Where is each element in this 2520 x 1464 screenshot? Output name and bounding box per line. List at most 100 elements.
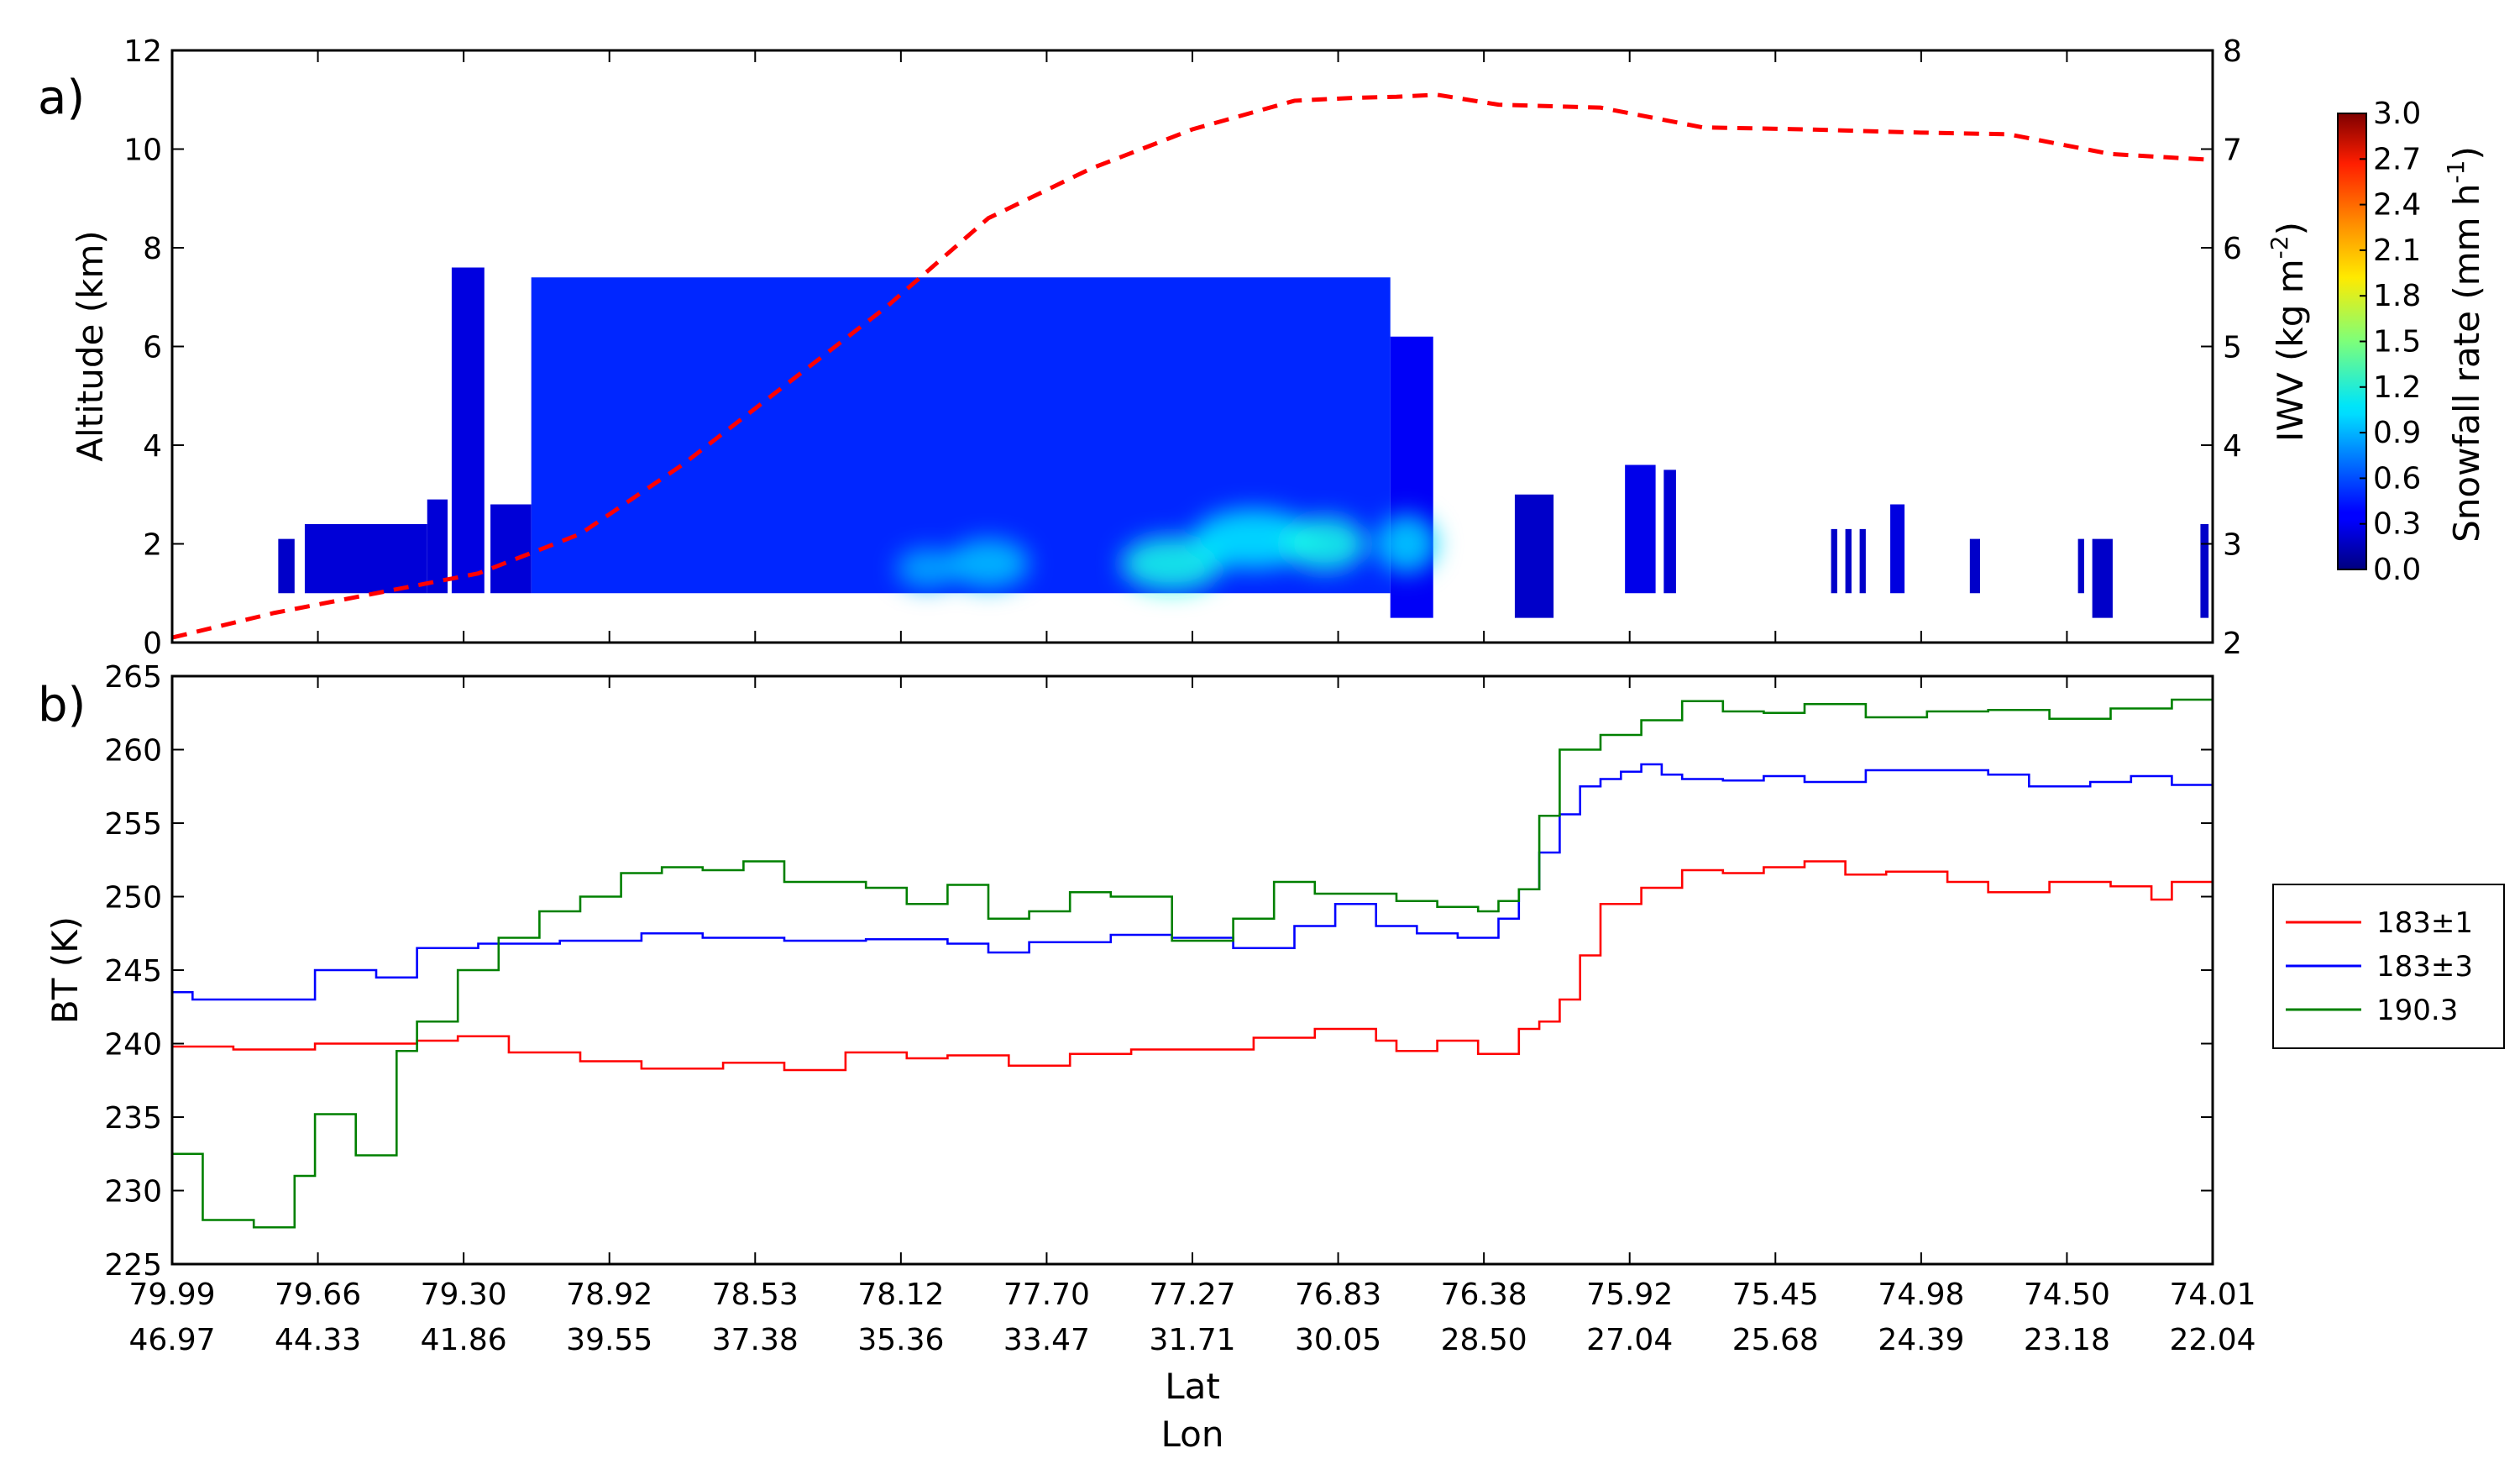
colorbar-tick-label: 2.1 (2373, 234, 2421, 268)
lat-tick-label: 79.99 (128, 1278, 215, 1312)
lon-tick-label: 37.38 (712, 1323, 799, 1357)
snow-cell-10 (1831, 528, 1837, 594)
panel-a-label: a) (38, 71, 85, 125)
snow-cell-9 (1663, 470, 1676, 594)
colorbar-tick-label: 1.5 (2373, 325, 2421, 359)
lon-tick-label: 24.39 (1878, 1323, 1964, 1357)
altitude-axis-label: Altitude (km) (70, 230, 111, 461)
altitude-tick-label: 10 (123, 134, 162, 168)
snow-hotspot-4 (1284, 517, 1366, 571)
lon-tick-label: 39.55 (566, 1323, 652, 1357)
snow-cell-13 (1890, 504, 1905, 594)
lat-tick-label: 77.27 (1149, 1278, 1235, 1312)
iwv-tick-label: 6 (2223, 232, 2242, 266)
lat-tick-label: 78.92 (566, 1278, 652, 1312)
lon-tick-label: 44.33 (275, 1323, 361, 1357)
altitude-tick-label: 4 (143, 429, 162, 464)
lon-tick-label: 41.86 (421, 1323, 507, 1357)
iwv-tick-label: 3 (2223, 528, 2242, 563)
bt-series-2 (172, 698, 2214, 1229)
lat-tick-label: 74.98 (1878, 1278, 1964, 1312)
lat-tick-label: 74.01 (2169, 1278, 2255, 1312)
lon-tick-label: 33.47 (1003, 1323, 1090, 1357)
colorbar-tick-label: 0.6 (2373, 461, 2421, 496)
snow-hotspot-0 (896, 548, 958, 589)
snow-cell-1 (304, 524, 427, 594)
bt-series-0 (172, 860, 2214, 1072)
panel-a: a) 0 2 4 6 8 10 12 2 3 4 5 6 7 8 Altitude (km) IWV (k… (38, 34, 2487, 661)
colorbar-label: Snowfall rate (mm h-1) (2442, 146, 2487, 543)
bt-tick-label: 235 (104, 1101, 162, 1136)
bt-tick-label: 260 (104, 734, 162, 769)
lon-tick-label: 25.68 (1732, 1323, 1819, 1357)
colorbar-tick-label: 1.8 (2373, 279, 2421, 313)
iwv-tick-label: 5 (2223, 331, 2242, 365)
snow-cell-2 (427, 499, 448, 594)
snow-cell-7 (1514, 494, 1554, 618)
iwv-tick-label: 7 (2223, 134, 2242, 168)
lat-tick-label: 76.38 (1441, 1278, 1527, 1312)
snow-cell-8 (1625, 464, 1656, 594)
snow-cell-6 (1390, 336, 1433, 618)
iwv-dashed-line (172, 92, 2213, 640)
panel-b-label: b) (38, 678, 86, 732)
legend-label-2: 190.3 (2376, 994, 2458, 1027)
snow-cell-15 (2077, 538, 2084, 594)
colorbar-tick-label: 2.7 (2373, 142, 2421, 176)
lon-tick-label: 28.50 (1441, 1323, 1527, 1357)
snow-cell-4 (490, 504, 532, 594)
lon-tick-label: 31.71 (1149, 1323, 1235, 1357)
colorbar-tick-label: 3.0 (2373, 97, 2421, 131)
lat-tick-label: 75.92 (1586, 1278, 1673, 1312)
lat-tick-label: 77.70 (1003, 1278, 1090, 1312)
lon-tick-label: 22.04 (2169, 1323, 2255, 1357)
bt-tick-label: 225 (104, 1248, 162, 1283)
bt-series-1 (172, 763, 2214, 1001)
snow-hotspot-3 (1192, 509, 1315, 569)
iwv-tick-label: 8 (2223, 34, 2242, 69)
snow-hotspot-5 (1375, 514, 1438, 574)
legend: 183±1 183±3 190.3 (2272, 884, 2505, 1049)
iwv-tick-label: 2 (2223, 627, 2242, 661)
lat-tick-label: 79.30 (421, 1278, 507, 1312)
iwv-tick-label: 4 (2223, 429, 2242, 464)
lat-axis-label: Lat (1165, 1366, 1220, 1407)
colorbar-tick-label: 1.2 (2373, 370, 2421, 405)
legend-label-1: 183±3 (2376, 950, 2473, 984)
colorbar-tick-label: 0.0 (2373, 553, 2421, 587)
lon-tick-label: 30.05 (1295, 1323, 1381, 1357)
altitude-tick-label: 0 (143, 627, 162, 661)
lat-tick-label: 78.53 (712, 1278, 799, 1312)
colorbar-tick-label: 0.3 (2373, 507, 2421, 542)
snow-cell-12 (1859, 528, 1866, 594)
bt-axis-label: BT (K) (45, 916, 86, 1024)
snow-cell-17 (2200, 524, 2209, 618)
lat-tick-label: 76.83 (1295, 1278, 1381, 1312)
bt-tick-label: 245 (104, 954, 162, 989)
lon-axis-label: Lon (1161, 1414, 1224, 1455)
lat-tick-label: 78.12 (857, 1278, 944, 1312)
altitude-tick-label: 6 (143, 331, 162, 365)
bt-tick-label: 265 (104, 660, 162, 695)
lat-tick-label: 75.45 (1732, 1278, 1819, 1312)
snow-cell-0 (278, 538, 295, 594)
bt-tick-label: 240 (104, 1028, 162, 1063)
lon-tick-label: 27.04 (1586, 1323, 1673, 1357)
snow-cell-11 (1845, 528, 1852, 594)
snow-cell-16 (2092, 538, 2113, 618)
lat-tick-label: 79.66 (275, 1278, 361, 1312)
lon-tick-label: 23.18 (2024, 1323, 2110, 1357)
lon-tick-label: 35.36 (857, 1323, 944, 1357)
bt-tick-label: 255 (104, 807, 162, 842)
lon-tick-label: 46.97 (128, 1323, 215, 1357)
snow-cell-14 (1969, 538, 1980, 594)
altitude-tick-label: 8 (143, 232, 162, 266)
bt-tick-label: 250 (104, 881, 162, 916)
colorbar: 0.0 0.3 0.6 0.9 1.2 1.5 1.8 2.1 2.4 2.7 3.0 Snowfa… (2337, 97, 2487, 587)
lat-tick-label: 74.50 (2024, 1278, 2110, 1312)
snowfall-heatmap (278, 267, 2209, 618)
snow-hotspot-1 (947, 538, 1029, 589)
colorbar-tick-label: 2.4 (2373, 188, 2421, 223)
snow-cell-3 (451, 267, 485, 594)
